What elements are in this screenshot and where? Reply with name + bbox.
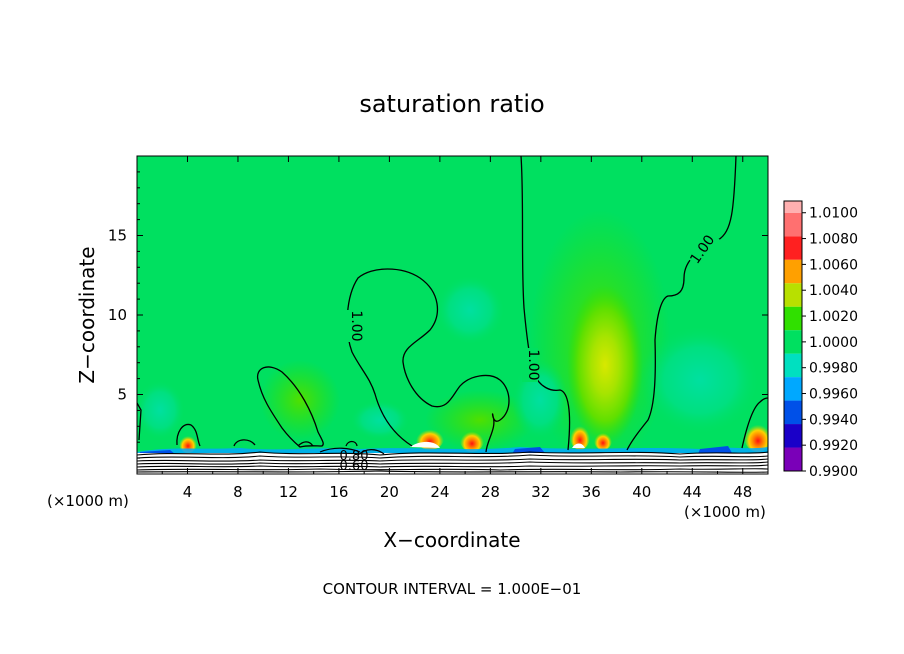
y-tick-label: 15 — [108, 227, 127, 245]
contour-labels: 1.00 1.00 1.00 0.80 0.60 — [340, 228, 727, 474]
x-tick-label: 36 — [582, 483, 601, 501]
contour-label: 0.60 — [340, 459, 369, 474]
contour-label-mask — [522, 348, 538, 382]
y-tick-label: 5 — [117, 386, 127, 404]
contour-0-80 — [319, 447, 385, 456]
colorbar-label: 0.9920 — [809, 438, 858, 454]
field-patch — [435, 275, 505, 345]
x-unit-right: (×1000 m) — [684, 503, 766, 521]
colorbar-swatch — [784, 283, 802, 307]
contour-label-mask — [345, 310, 361, 342]
chart-title: saturation ratio — [359, 90, 544, 118]
field-patch — [350, 400, 410, 440]
hotspot — [570, 422, 590, 450]
colorbar: 0.9900 0.9920 0.9940 0.9960 0.9980 1.0000 1.00… — [783, 200, 858, 480]
contour-label-mask — [683, 228, 727, 272]
colorbar-label: 0.9940 — [809, 412, 858, 428]
colorbar-swatch — [784, 212, 802, 237]
colorbar-swatch — [784, 424, 802, 448]
x-axis-ticks: 4 8 12 16 20 24 28 32 36 40 44 48 — [161, 156, 752, 501]
colorbar-swatch — [784, 306, 802, 331]
x-tick-label: 48 — [733, 483, 752, 501]
colorbar-swatch — [784, 236, 802, 260]
y-axis-label: Z−coordinate — [75, 246, 99, 383]
field-patch — [260, 360, 340, 440]
x-tick-label: 40 — [632, 483, 651, 501]
y-tick-label: 10 — [108, 306, 127, 324]
plot-area: 1.00 1.00 1.00 0.80 0.60 — [137, 156, 768, 474]
colorbar-swatch — [784, 353, 802, 378]
colorbar-label: 1.0100 — [809, 206, 858, 222]
field-patch — [425, 390, 535, 450]
colorbar-swatch — [784, 259, 802, 284]
colorbar-label: 1.0020 — [809, 309, 858, 325]
base-gaps — [410, 441, 585, 448]
x-tick-label: 16 — [329, 483, 348, 501]
x-tick-label: 12 — [279, 483, 298, 501]
colorbar-label: 1.0000 — [809, 335, 858, 351]
colorbar-swatch — [784, 400, 802, 425]
x-tick-label: 44 — [683, 483, 702, 501]
x-tick-label: 28 — [481, 483, 500, 501]
colorbar-label: 0.9980 — [809, 361, 858, 377]
y-axis-ticks: 5 10 15 — [108, 171, 768, 459]
colorbar-swatch — [784, 447, 802, 471]
hotspot — [460, 428, 484, 452]
colorbar-swatch — [784, 201, 802, 213]
contour-label: 1.00 — [525, 349, 541, 380]
x-unit-left: (×1000 m) — [47, 492, 129, 510]
lower-contours — [137, 451, 768, 473]
hotspot — [594, 430, 612, 450]
colorbar-frame — [783, 200, 803, 472]
hotspot — [744, 420, 768, 452]
contour-label: 1.00 — [348, 310, 364, 341]
x-tick-label: 8 — [233, 483, 243, 501]
x-tick-label: 24 — [430, 483, 449, 501]
contour-interval-note: CONTOUR INTERVAL = 1.000E−01 — [323, 580, 582, 598]
colorbar-label: 0.9900 — [809, 464, 858, 480]
field-patch — [137, 380, 185, 440]
x-axis-label: X−coordinate — [383, 528, 520, 552]
field-patch — [567, 285, 643, 445]
hotspot — [179, 433, 197, 453]
colorbar-swatch — [784, 377, 802, 401]
colorbar-label: 0.9960 — [809, 387, 858, 403]
colorbar-label: 1.0040 — [809, 283, 858, 299]
colorbar-label: 1.0080 — [809, 232, 858, 248]
field-patch — [640, 325, 760, 435]
x-tick-label: 20 — [380, 483, 399, 501]
colorbar-swatch — [784, 330, 802, 354]
colorbar-label: 1.0060 — [809, 257, 858, 273]
contour-label: 0.80 — [340, 449, 369, 464]
x-tick-label: 4 — [183, 483, 193, 501]
x-tick-label: 32 — [531, 483, 550, 501]
